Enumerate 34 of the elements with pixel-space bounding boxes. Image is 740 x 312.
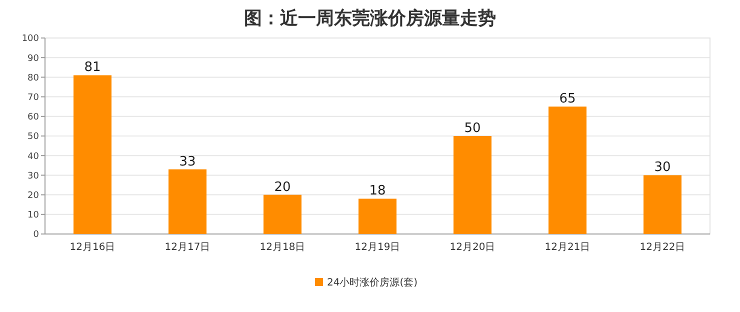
bar bbox=[74, 75, 112, 234]
y-tick-label: 10 bbox=[28, 210, 40, 221]
y-tick-label: 90 bbox=[28, 54, 40, 64]
data-label: 18 bbox=[369, 184, 386, 199]
data-label: 65 bbox=[559, 92, 576, 107]
y-tick-label: 100 bbox=[22, 34, 40, 44]
bar bbox=[358, 198, 396, 234]
y-tick-label: 0 bbox=[33, 230, 40, 240]
x-tick-label: 12月18日 bbox=[260, 242, 306, 253]
chart-title: 图：近一周东莞涨价房源量走势 bbox=[244, 8, 496, 29]
y-tick-label: 70 bbox=[28, 92, 40, 103]
x-tick-label: 12月17日 bbox=[164, 242, 210, 253]
bar bbox=[264, 194, 302, 234]
y-tick-label: 20 bbox=[28, 190, 40, 201]
y-tick-label: 40 bbox=[28, 152, 40, 162]
y-tick-label: 80 bbox=[28, 73, 40, 84]
data-label: 30 bbox=[654, 160, 671, 176]
legend-label: 24小时涨价房源(套) bbox=[327, 276, 418, 288]
data-label: 33 bbox=[179, 154, 196, 170]
bar bbox=[548, 106, 586, 234]
bar bbox=[168, 169, 206, 234]
x-tick-label: 12月21日 bbox=[544, 242, 590, 253]
bar bbox=[454, 136, 492, 234]
y-tick-label: 50 bbox=[28, 132, 40, 142]
data-label: 81 bbox=[84, 60, 101, 76]
x-tick-label: 12月22日 bbox=[640, 242, 686, 253]
y-tick-label: 30 bbox=[28, 171, 40, 182]
y-tick-label: 60 bbox=[28, 112, 40, 123]
x-tick-label: 12月19日 bbox=[354, 242, 400, 253]
x-tick-label: 12月20日 bbox=[450, 242, 496, 253]
data-label: 50 bbox=[464, 121, 481, 136]
data-label: 20 bbox=[274, 180, 291, 195]
x-tick-label: 12月16日 bbox=[70, 242, 116, 253]
bar bbox=[644, 175, 682, 234]
